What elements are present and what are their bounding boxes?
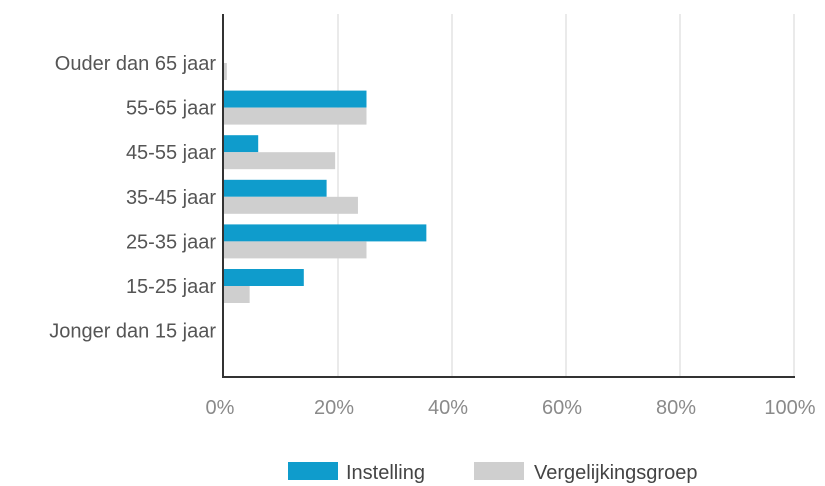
bar-instelling [224,90,367,108]
category-label: 35-45 jaar [126,187,216,209]
category-label: Jonger dan 15 jaar [49,321,216,343]
grid-lines [337,14,795,376]
axes [222,14,795,378]
bar-instelling [224,224,427,242]
bar-instelling [224,179,327,197]
category-label: 55-65 jaar [126,98,216,120]
bars [224,63,427,303]
bar-vergelijkingsgroep [224,286,250,303]
x-tick-label: 20% [314,397,354,419]
category-label: 45-55 jaar [126,142,216,164]
bar-vergelijkingsgroep [224,196,358,214]
x-tick-label: 40% [428,397,468,419]
legend-label: Instelling [346,462,425,484]
x-tick-labels: 0% 20% 40% 60% 80% 100% [206,397,816,419]
category-label: 15-25 jaar [126,276,216,298]
x-tick-label: 80% [656,397,696,419]
bar-instelling [224,135,259,153]
legend-label: Vergelijkingsgroep [534,462,697,484]
x-tick-label: 0% [206,397,235,419]
legend: Instelling Vergelijkingsgroep [288,462,697,484]
bar-vergelijkingsgroep [224,63,227,80]
x-tick-label: 100% [764,397,815,419]
legend-swatch [474,462,524,480]
category-label: Ouder dan 65 jaar [55,53,217,75]
bar-vergelijkingsgroep [224,107,367,125]
bar-instelling [224,269,304,286]
category-labels: Ouder dan 65 jaar 55-65 jaar 45-55 jaar 35-… [49,53,216,343]
bar-vergelijkingsgroep [224,152,336,170]
x-tick-label: 60% [542,397,582,419]
legend-swatch [288,462,338,480]
bar-vergelijkingsgroep [224,241,367,259]
category-label: 25-35 jaar [126,231,216,253]
